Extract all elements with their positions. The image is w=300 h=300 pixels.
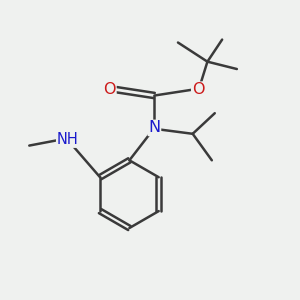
- Text: O: O: [103, 82, 116, 97]
- Text: N: N: [148, 120, 160, 135]
- Text: NH: NH: [57, 132, 78, 147]
- Text: O: O: [192, 82, 204, 97]
